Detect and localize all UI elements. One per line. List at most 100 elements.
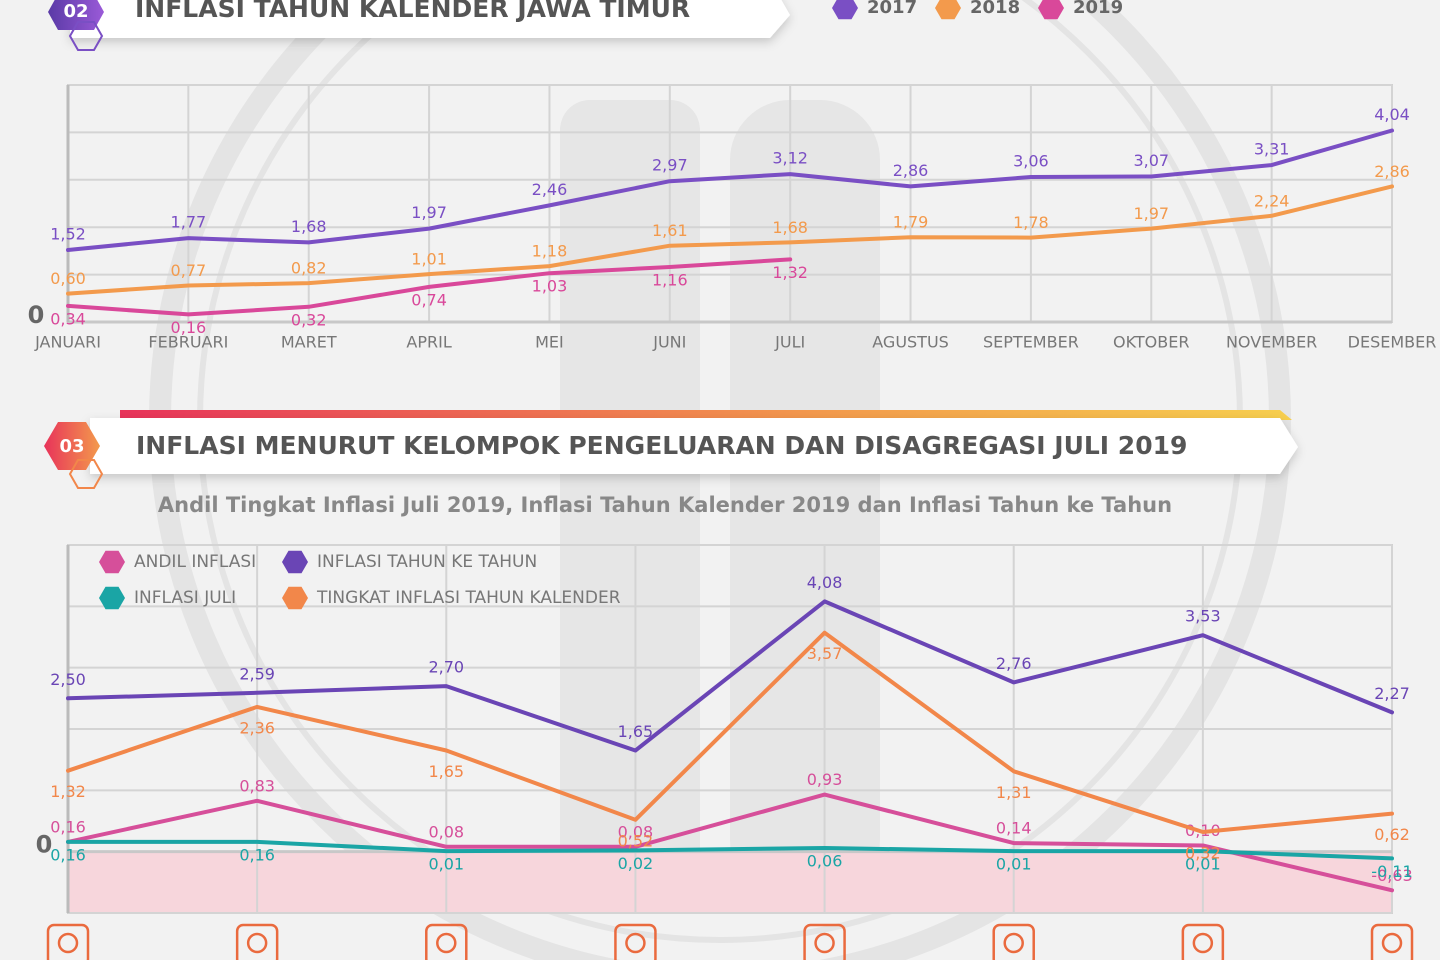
- icon-shape: [814, 932, 835, 954]
- x-tick-label: DESEMBER: [1348, 333, 1437, 352]
- data-label: 0,32: [1185, 844, 1221, 863]
- header-02: 02 INFLASI TAHUN KALENDER JAWA TIMUR: [48, 0, 790, 51]
- category-icon: [235, 923, 279, 960]
- data-label: 2,59: [239, 664, 275, 683]
- data-label: 2,24: [1254, 191, 1290, 210]
- legend-label: ANDIL INFLASI: [134, 552, 256, 572]
- data-label: 1,68: [772, 218, 808, 237]
- data-label: 1,97: [411, 203, 447, 222]
- data-label: 1,32: [772, 263, 808, 282]
- negative-region: [68, 851, 1392, 913]
- x-tick-label: MARET: [281, 333, 337, 352]
- data-label: 0,01: [996, 855, 1032, 874]
- data-label: 3,06: [1013, 151, 1049, 170]
- data-label: 1,78: [1013, 213, 1049, 232]
- chart-title: INFLASI TAHUN KALENDER JAWA TIMUR: [135, 0, 690, 23]
- data-label: 0,16: [50, 845, 86, 864]
- legend-swatch: [99, 586, 125, 610]
- data-label: 3,53: [1185, 607, 1221, 626]
- data-label: 1,01: [411, 250, 447, 269]
- data-label: 0,93: [807, 770, 843, 789]
- icon-shape: [1381, 932, 1403, 954]
- x-tick-label: OKTOBER: [1113, 333, 1189, 352]
- icon-shape: [614, 923, 657, 960]
- icon-shape: [1181, 923, 1225, 960]
- y-tick-label: 0: [28, 301, 45, 329]
- data-label: 0,06: [807, 851, 843, 870]
- icon-shape: [235, 923, 279, 960]
- data-label: 1,65: [618, 722, 654, 741]
- data-label: 2,86: [1374, 162, 1410, 181]
- data-label: 0,14: [996, 819, 1032, 838]
- x-tick-label: JULI: [774, 333, 805, 352]
- category-icon: [614, 923, 657, 960]
- legend-label: INFLASI JULI: [134, 588, 236, 608]
- chart: 0 JANUARI FEBRUARI MARET APRIL MEI JUNI JULI AGU…: [28, 0, 1437, 352]
- icon-shape: [992, 923, 1035, 960]
- x-tick-label: AGUSTUS: [872, 333, 949, 352]
- data-label: 2,70: [428, 658, 464, 677]
- data-label: 1,65: [428, 762, 464, 781]
- data-label: 2,36: [239, 718, 275, 737]
- legend-swatch: [99, 550, 125, 574]
- data-label: 0,02: [618, 854, 654, 873]
- series-line: [66, 184, 1394, 296]
- x-tick-label: SEPTEMBER: [983, 333, 1079, 352]
- series-line: [66, 839, 1394, 861]
- x-tick-label: NOVEMBER: [1226, 333, 1317, 352]
- icon-shape: [425, 923, 468, 960]
- series-line: [66, 630, 1394, 834]
- chart: 00,160,830,08 0,080,930,14 0,10-0,63ANDIL …: [36, 544, 1414, 960]
- series-line: [66, 128, 1394, 252]
- data-label: 2,86: [893, 161, 929, 180]
- data-label: 0,83: [239, 776, 275, 795]
- category-icon: [46, 923, 90, 960]
- data-label: 3,07: [1133, 151, 1169, 170]
- data-label: -0,63: [1371, 866, 1412, 885]
- legend-label: 2017: [867, 0, 917, 18]
- header-03: 03 INFLASI MENURUT KELOMPOK PENGELUARAN …: [44, 410, 1298, 517]
- y-tick-label: 0: [36, 831, 53, 859]
- legend-swatch: [832, 0, 858, 20]
- data-label: 1,79: [893, 213, 929, 232]
- chart-subtitle: Andil Tingkat Inflasi Juli 2019, Inflasi…: [158, 493, 1172, 517]
- data-label: 0,01: [1185, 855, 1221, 874]
- category-icon: [425, 923, 468, 960]
- icon-shape: [803, 923, 846, 960]
- x-tick-label: APRIL: [406, 333, 451, 352]
- category-icon: [1181, 923, 1225, 960]
- category-icon: [992, 923, 1035, 960]
- data-label: 1,18: [532, 242, 568, 261]
- data-label: 0,74: [411, 290, 447, 309]
- legend-swatch: [1038, 0, 1064, 20]
- data-label: 0,34: [50, 309, 86, 328]
- data-label: 1,77: [171, 213, 207, 232]
- data-label: 1,03: [532, 277, 568, 296]
- icon-shape: [1370, 923, 1414, 960]
- data-label: 2,27: [1374, 684, 1410, 703]
- icon-shape: [57, 932, 79, 954]
- data-label: 3,31: [1254, 140, 1290, 159]
- legend-label: 2019: [1073, 0, 1123, 18]
- series-line: [66, 792, 1394, 893]
- data-label: 0,32: [291, 310, 327, 329]
- data-label: 4,04: [1374, 105, 1410, 124]
- data-label: 3,12: [772, 149, 808, 168]
- data-label: 1,16: [652, 271, 688, 290]
- data-label: 4,08: [807, 573, 843, 592]
- data-label: 1,97: [1133, 204, 1169, 223]
- chart-title: INFLASI MENURUT KELOMPOK PENGELUARAN DAN…: [136, 431, 1187, 460]
- data-label: 0,08: [428, 822, 464, 841]
- data-label: 0,77: [171, 261, 207, 280]
- legend-swatch: [935, 0, 961, 20]
- x-tick-label: MEI: [535, 333, 564, 352]
- icon-shape: [436, 932, 457, 954]
- data-label: 2,76: [996, 654, 1032, 673]
- section-number: 03: [59, 436, 84, 457]
- icon-shape: [1192, 932, 1214, 954]
- x-tick-label: JUNI: [652, 333, 686, 352]
- legend-swatch: [282, 550, 308, 574]
- data-label: 0,16: [171, 318, 207, 337]
- icon-shape: [46, 923, 90, 960]
